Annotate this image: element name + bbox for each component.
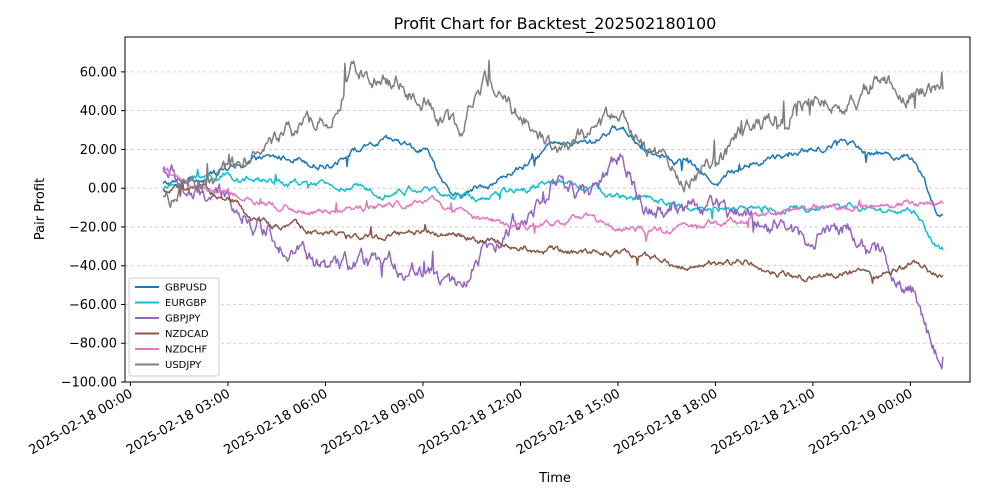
legend: GBPUSD EURGBP GBPJPY NZDCAD NZDCHF USDJPY [128,277,220,377]
y-axis-title: Pair Profit [33,178,48,240]
series-line-nzdcad [162,178,944,284]
y-tick-label: 20.00 [80,143,117,158]
y-tick-label: 0.00 [88,182,117,197]
y-tick-label: −100.00 [61,376,117,391]
x-axis-title: Time [538,471,571,486]
series-line-gbpjpy [162,153,944,370]
legend-label: GBPJPY [165,314,201,325]
legend-label: NZDCHF [165,345,208,356]
y-tick-label: −20.00 [69,220,117,235]
y-tick-label: 40.00 [80,104,117,119]
y-tick-label: −40.00 [69,259,117,274]
y-axis-ticks: 60.00 40.00 20.00 0.00 −20.00 −40.00 −60.00 −80… [61,65,125,391]
plot-frame [124,36,971,383]
y-tick-label: −80.00 [69,337,117,352]
chart-title: Profit Chart for Backtest_202502180100 [394,14,717,34]
y-tick-label: −60.00 [69,298,117,313]
legend-label: EURGBP [165,298,206,309]
series-lines [162,59,944,370]
y-grid [125,71,970,344]
series-line-usdjpy [162,59,944,209]
legend-label: USDJPY [165,360,202,371]
series-line-eurgbp [162,168,944,251]
legend-label: GBPUSD [165,283,207,294]
series-line-gbpusd [162,125,944,218]
y-tick-label: 60.00 [80,65,117,80]
legend-label: NZDCAD [165,329,209,340]
series-line-nzdchf [162,167,944,243]
